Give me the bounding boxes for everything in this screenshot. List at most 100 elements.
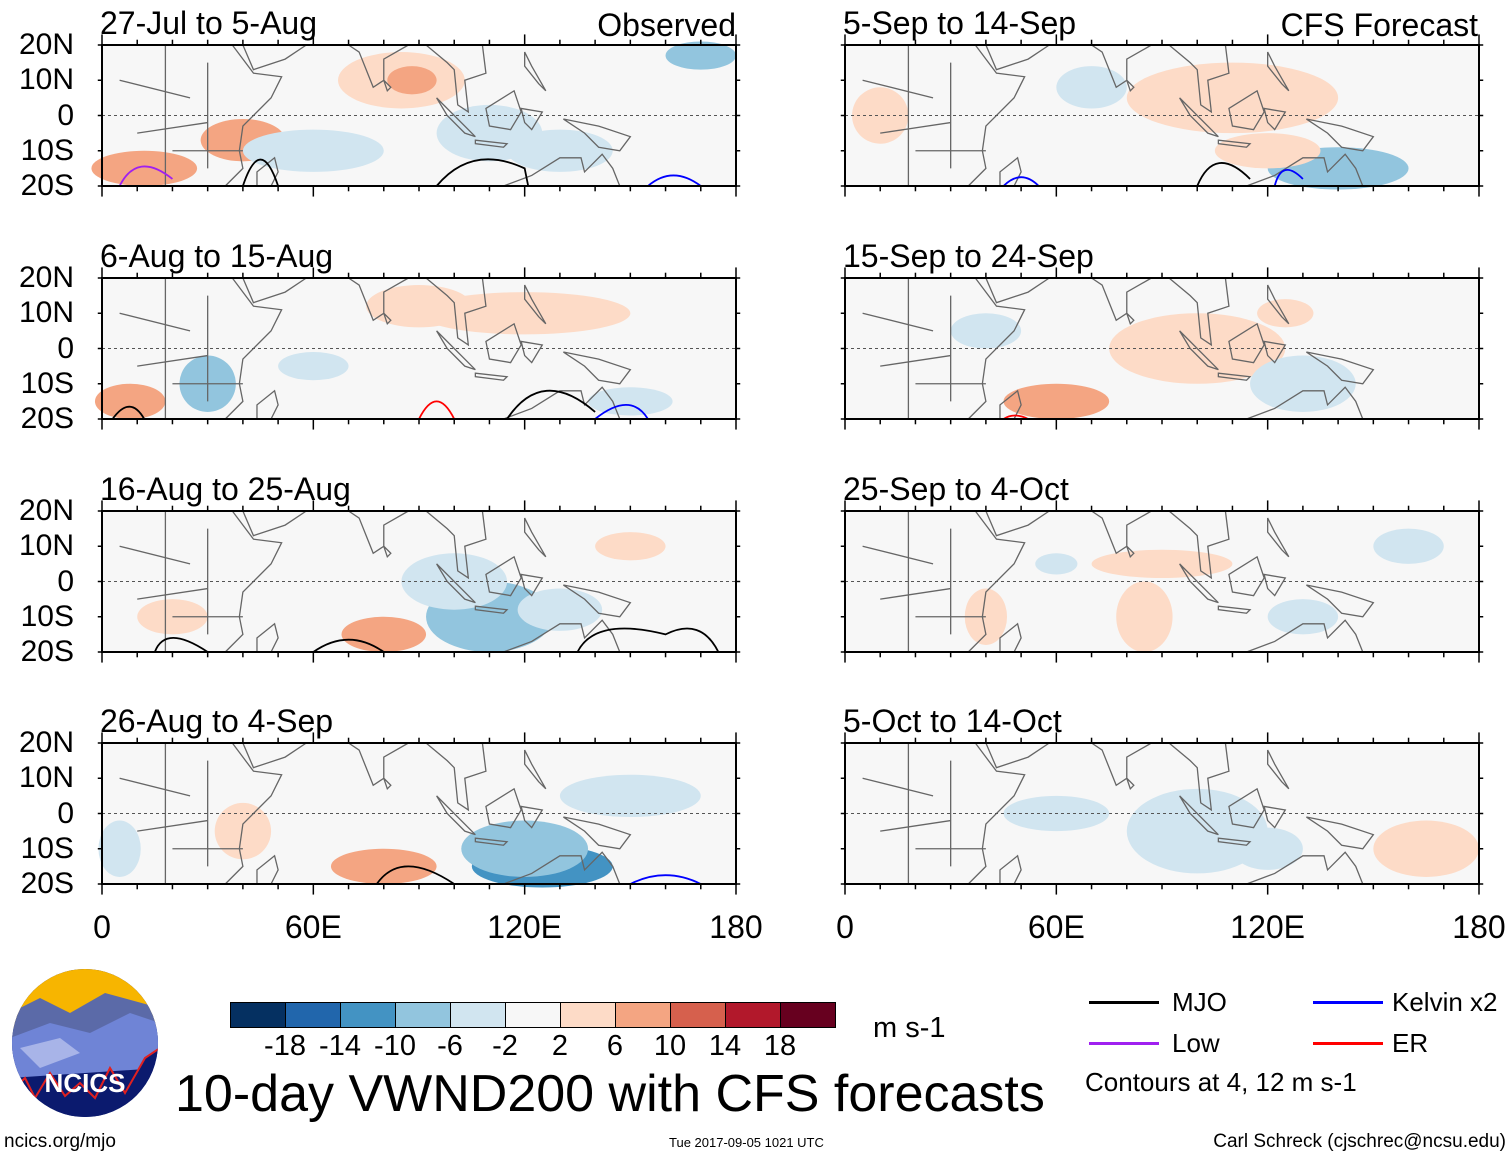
coastline	[863, 45, 986, 186]
coastline	[1218, 140, 1250, 147]
map-panel	[91, 45, 736, 186]
coastline	[845, 743, 1025, 884]
coastline	[120, 278, 243, 419]
anomaly-region	[461, 820, 589, 877]
coastline	[1229, 789, 1264, 828]
anomaly-region	[387, 66, 437, 95]
coastline	[1180, 796, 1219, 835]
wave-contour	[377, 866, 454, 884]
coastline	[437, 331, 476, 370]
coastline	[563, 585, 630, 617]
lat-tick-label: 20S	[20, 867, 74, 900]
anomaly-region	[1056, 66, 1127, 109]
coastline	[1306, 585, 1373, 617]
coastline	[1306, 352, 1373, 384]
coastline	[504, 154, 620, 186]
coastline	[384, 80, 391, 91]
anomaly-region	[1035, 553, 1078, 575]
colorbar-swatch	[451, 1003, 506, 1027]
website-link[interactable]: ncics.org/mjo	[4, 1131, 116, 1152]
coastline	[986, 278, 1049, 303]
lat-tick-label: 20N	[18, 494, 74, 527]
coastline	[349, 743, 409, 785]
colorbar-tick-label: 6	[606, 1030, 624, 1062]
colorbar-swatch	[616, 1003, 671, 1027]
panel-title: 16-Aug to 25-Aug	[100, 471, 351, 507]
panel-title: 27-Jul to 5-Aug	[100, 5, 318, 41]
coastline	[349, 511, 409, 553]
lon-tick-label: 180	[1452, 909, 1506, 945]
panel-title: 26-Aug to 4-Sep	[100, 703, 334, 739]
coastline	[243, 45, 306, 70]
coastline	[1268, 518, 1289, 557]
kelvin-legend-line	[1313, 1001, 1383, 1004]
wave-contour	[313, 640, 383, 652]
mjo-legend-label: MJO	[1172, 987, 1227, 1017]
lon-tick-label: 60E	[284, 909, 342, 945]
anomaly-region	[1126, 788, 1268, 874]
panel-title: 6-Aug to 15-Aug	[100, 238, 334, 274]
anomaly-region	[595, 532, 666, 561]
timestamp: Tue 2017-09-05 1021 UTC	[669, 1135, 824, 1150]
coastline	[1180, 331, 1219, 370]
colorbar-tick-label: -6	[437, 1030, 463, 1062]
low-legend-line	[1089, 1042, 1159, 1045]
coastline	[426, 511, 486, 578]
coastline	[1169, 45, 1229, 112]
lat-tick-label: 10N	[18, 761, 74, 795]
coastline	[426, 278, 486, 345]
coastline	[1247, 154, 1363, 186]
coastline	[504, 620, 620, 652]
coastline	[1229, 557, 1264, 596]
coastline	[426, 743, 486, 810]
map-panel	[845, 743, 1479, 884]
coastline	[845, 278, 1025, 419]
coastline	[384, 313, 391, 324]
coastline	[486, 557, 521, 596]
colorbar-units: m s-1	[873, 1012, 946, 1044]
anomaly-region	[1232, 827, 1303, 870]
colorbar-swatch	[231, 1003, 286, 1027]
coastline	[486, 324, 521, 363]
map-panel	[102, 511, 736, 652]
coastline	[384, 778, 391, 789]
anomaly-region	[1373, 528, 1444, 564]
coastline	[475, 838, 507, 845]
lat-tick-label: 20S	[20, 635, 74, 668]
coastline	[1180, 98, 1219, 137]
anomaly-region	[1373, 820, 1479, 877]
colorbar-swatch	[726, 1003, 781, 1027]
coastline	[845, 45, 1025, 186]
colorbar-swatch	[671, 1003, 726, 1027]
lat-tick-label: 20S	[20, 169, 74, 202]
coastline	[1092, 278, 1152, 320]
coastline	[1247, 620, 1363, 652]
coastline	[486, 91, 521, 130]
panel-title: 15-Sep to 24-Sep	[843, 238, 1094, 274]
anomaly-region	[278, 352, 349, 381]
coastline	[1092, 45, 1152, 87]
coastline	[1169, 511, 1229, 578]
lon-tick-label: 180	[709, 909, 763, 945]
coastline	[504, 387, 620, 419]
wave-contour	[1275, 170, 1303, 186]
anomaly-region	[91, 150, 198, 186]
coastline	[525, 52, 546, 91]
coastline	[102, 511, 282, 652]
coastline	[986, 743, 1049, 768]
kelvin-legend-label: Kelvin x2	[1392, 987, 1498, 1017]
anomaly-region	[366, 285, 472, 328]
coastline	[1169, 278, 1229, 345]
coastline	[521, 806, 542, 827]
coastline	[525, 518, 546, 557]
anomaly-region	[1091, 549, 1233, 578]
lat-tick-label: 10S	[20, 599, 74, 633]
coastline	[1229, 91, 1264, 130]
colorbar-tick-label: 18	[763, 1030, 797, 1062]
coastline	[475, 140, 507, 147]
lat-tick-label: 0	[57, 796, 74, 830]
anomaly-region	[436, 104, 543, 162]
lon-tick-label: 60E	[1027, 909, 1085, 945]
er-legend-line	[1313, 1042, 1383, 1045]
wave-contour	[648, 175, 701, 186]
